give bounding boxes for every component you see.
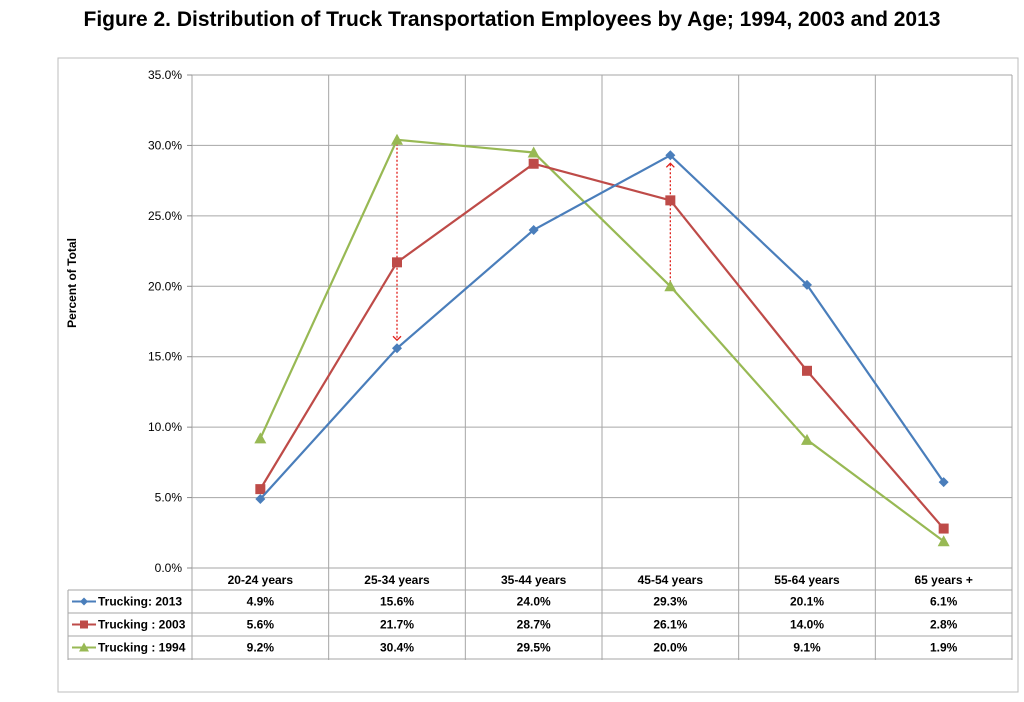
- data-point: [254, 432, 267, 444]
- y-tick-label: 15.0%: [148, 350, 182, 364]
- table-cell: 28.7%: [517, 618, 551, 632]
- x-tick-label: 25-34 years: [364, 573, 430, 587]
- series-line: [259, 138, 945, 543]
- y-tick-label: 30.0%: [148, 138, 182, 152]
- table-cell: 24.0%: [517, 595, 551, 609]
- table-cell: 29.3%: [653, 595, 687, 609]
- data-point: [392, 343, 402, 354]
- table-cell: 26.1%: [653, 618, 687, 632]
- data-point: [392, 257, 402, 268]
- x-tick-label: 45-54 years: [638, 573, 704, 587]
- y-tick-label: 35.0%: [148, 68, 182, 82]
- table-cell: 21.7%: [380, 618, 414, 632]
- y-axis-label: Percent of Total: [65, 238, 79, 328]
- table-cell: 1.9%: [930, 641, 958, 655]
- table-cell: 29.5%: [517, 641, 551, 655]
- series-line: [259, 153, 945, 500]
- data-table: 20-24 years 25-34 years 35-44 years 45-54 y…: [67, 573, 1012, 660]
- table-cell: 5.6%: [247, 618, 275, 632]
- legend-label: Trucking : 2003: [98, 618, 186, 632]
- grid: [191, 74, 1013, 660]
- data-point: [665, 150, 676, 161]
- x-tick-label: 20-24 years: [228, 573, 294, 587]
- legend-key-marker: [79, 642, 89, 652]
- legend-key-marker: [80, 620, 88, 629]
- y-axis: 0.0% 5.0% 10.0% 15.0% 20.0% 25.0% 30.0% 35.0%: [148, 68, 192, 575]
- table-cell: 6.1%: [930, 595, 958, 609]
- data-point: [802, 279, 812, 290]
- data-point: [802, 365, 812, 376]
- series-line: [259, 162, 945, 530]
- data-point: [527, 146, 540, 158]
- data-point: [391, 133, 403, 145]
- data-point: [801, 433, 813, 445]
- x-tick-label: 35-44 years: [501, 573, 567, 587]
- data-point: [255, 484, 266, 495]
- table-cell: 2.8%: [930, 618, 958, 632]
- table-cell: 9.1%: [793, 641, 821, 655]
- y-tick-label: 20.0%: [148, 279, 182, 293]
- data-point: [528, 158, 539, 169]
- data-point: [255, 493, 266, 504]
- legend-label: Trucking : 1994: [98, 641, 186, 655]
- data-point: [665, 195, 676, 206]
- table-cell: 15.6%: [380, 595, 414, 609]
- annotations: [392, 139, 675, 342]
- table-cell: 20.0%: [653, 641, 687, 655]
- table-cell: 14.0%: [790, 618, 824, 632]
- data-point: [938, 477, 949, 488]
- table-cell: 9.2%: [247, 641, 275, 655]
- data-point: [937, 535, 950, 547]
- y-tick-label: 10.0%: [148, 420, 182, 434]
- data-point: [938, 523, 949, 534]
- table-cell: 20.1%: [790, 595, 824, 609]
- data-point: [528, 224, 539, 235]
- chart-border: [57, 57, 1019, 693]
- legend-label: Trucking: 2013: [98, 595, 182, 609]
- series-group: [254, 133, 950, 547]
- y-tick-label: 25.0%: [148, 209, 182, 223]
- legend-key-marker: [80, 597, 88, 606]
- y-tick-label: 5.0%: [155, 491, 183, 505]
- table-cell: 30.4%: [380, 641, 414, 655]
- y-tick-label: 0.0%: [155, 561, 183, 575]
- x-tick-label: 55-64 years: [774, 573, 840, 587]
- table-cell: 4.9%: [247, 595, 275, 609]
- x-tick-label: 65 years +: [914, 573, 972, 587]
- chart-title: Figure 2. Distribution of Truck Transpor…: [83, 8, 941, 31]
- data-point: [664, 280, 677, 292]
